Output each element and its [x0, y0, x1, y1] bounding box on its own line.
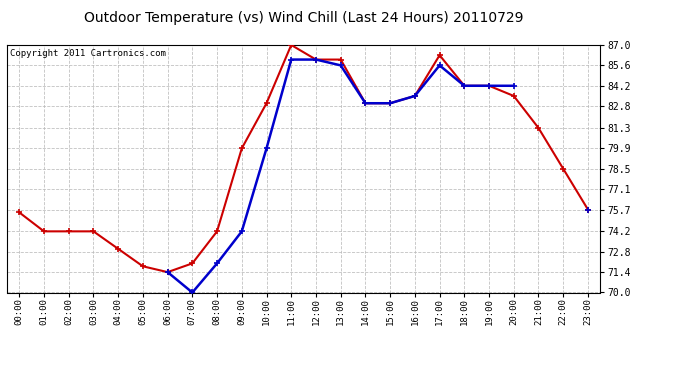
- Text: Copyright 2011 Cartronics.com: Copyright 2011 Cartronics.com: [10, 49, 166, 58]
- Text: Outdoor Temperature (vs) Wind Chill (Last 24 Hours) 20110729: Outdoor Temperature (vs) Wind Chill (Las…: [84, 11, 523, 25]
